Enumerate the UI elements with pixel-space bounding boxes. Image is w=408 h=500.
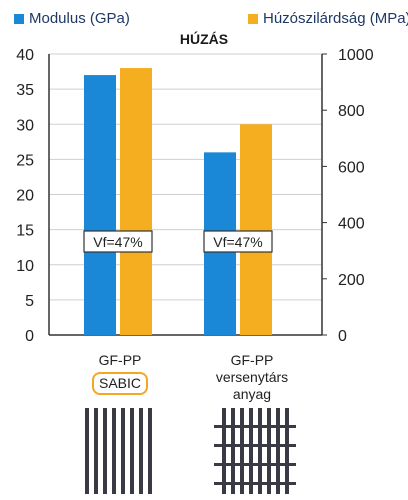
left-tick-label: 10 [16,258,34,275]
right-tick-label: 600 [338,159,365,176]
left-tick-label: 5 [25,293,34,310]
right-tick-label: 200 [338,272,365,289]
legend-strength: Húzószilárdság (MPa) [248,10,408,27]
left-tick-label: 15 [16,223,34,240]
category-label-sabic: GF-PP SABIC [72,352,168,395]
legend-swatch-blue [14,13,24,24]
vf-annotation-label: Vf=47% [93,234,142,250]
left-tick-label: 30 [16,117,34,134]
right-tick-label: 800 [338,103,365,120]
vf-annotation-box [83,230,153,253]
left-tick-label: 35 [16,82,34,99]
category-name-1: GF-PP [98,352,142,368]
bar-modulus [84,75,116,335]
legend-swatch-orange [248,13,258,24]
unidirectional-fibers-icon [85,408,152,494]
vf-annotation-box [203,230,273,253]
vf-annotation-label: Vf=47% [213,234,262,250]
left-tick-label: 25 [16,152,34,169]
competitor-sublabel: versenytárs anyag [215,369,289,402]
sabic-badge: SABIC [91,372,148,395]
right-tick-label: 1000 [338,47,374,64]
category-name-2: GF-PP [230,352,274,368]
left-tick-label: 0 [25,328,34,345]
legend-label-strength: Húzószilárdság (MPa) [263,10,408,27]
legend-label-modulus: Modulus (GPa) [29,10,130,27]
left-tick-label: 20 [16,188,34,205]
right-tick-label: 400 [338,216,365,233]
legend-modulus: Modulus (GPa) [14,10,130,27]
bar-strength [120,68,152,336]
bar-strength [240,124,272,335]
chart-title: HÚZÁS [179,31,229,47]
right-tick-label: 0 [338,328,347,345]
category-label-competitor: GF-PP versenytárs anyag [196,352,308,403]
woven-fabric-icon [214,408,296,494]
left-tick-label: 40 [16,47,34,64]
